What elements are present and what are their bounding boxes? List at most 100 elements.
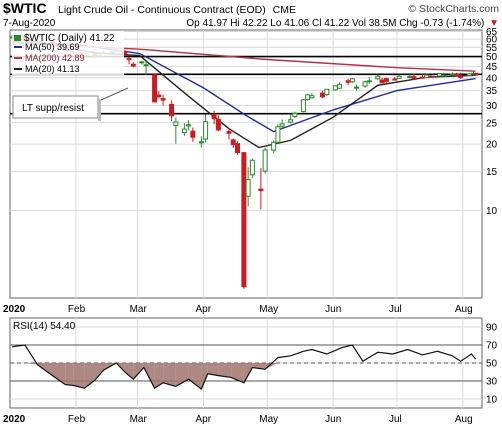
candle-body: [245, 179, 251, 197]
legend-ma200: MA(200) 42.89: [25, 53, 85, 63]
rsi-fill-segment: [154, 363, 164, 389]
chart-description: Light Crude Oil - Continuous Contract (E…: [58, 4, 296, 16]
candle-body: [249, 159, 255, 176]
candle-body: [258, 188, 264, 192]
candle-body: [337, 83, 343, 89]
candle-body: [275, 126, 281, 143]
candle-body: [305, 94, 311, 101]
legend-ma50: MA(50) 39.69: [25, 42, 80, 52]
legend-price: $WTIC (Daily) 41.22: [24, 33, 115, 44]
chart-date: 7-Aug-2020: [3, 18, 56, 29]
candle-body: [466, 73, 472, 77]
candle-body: [181, 128, 187, 133]
price-tick-label: 55: [486, 43, 498, 54]
candle-body: [288, 119, 294, 123]
rsi-series-line: [12, 344, 477, 391]
rsi-tick-label: 30: [486, 377, 498, 388]
price-tick-label: 35: [486, 86, 498, 97]
candle-body: [130, 63, 136, 67]
price-tick-label: 15: [486, 167, 498, 178]
candle-body: [139, 61, 145, 64]
legend-price-swatch: [14, 35, 21, 41]
candle-body: [230, 139, 236, 146]
rsi-fill-segment: [52, 363, 66, 385]
rsi-month-label: Mar: [130, 414, 148, 425]
candle-body: [473, 72, 479, 76]
rsi-line: [12, 344, 477, 391]
quote-down-arrow-icon: ▼: [489, 18, 499, 29]
candle-body: [234, 143, 240, 154]
rsi-month-label: 2020: [3, 414, 26, 425]
candle-body: [436, 72, 442, 77]
legend-ma20: MA(20) 41.13: [25, 64, 80, 74]
candle-body: [226, 131, 232, 134]
quote-text: Op 41.97 Hi 42.22 Lo 41.06 Cl 41.22 Vol …: [186, 18, 484, 29]
rsi-fill-segment: [231, 363, 244, 383]
rsi-month-label: Aug: [455, 414, 473, 425]
price-month-label: May: [259, 304, 278, 315]
rsi-month-label: Feb: [68, 414, 86, 425]
price-tick-label: 60: [486, 35, 498, 46]
price-tick-label: 50: [486, 52, 498, 63]
price-tick-label: 25: [486, 118, 498, 129]
candle-body: [152, 74, 158, 103]
candle-body: [271, 141, 277, 151]
candle-body: [169, 103, 175, 117]
candle-body: [411, 76, 417, 80]
rsi-tick-label: 50: [486, 359, 498, 370]
price-tick-label: 45: [486, 62, 498, 73]
candle-body: [428, 75, 434, 78]
price-date-axis: 2020 Feb Mar Apr May Jun Jul Aug: [3, 304, 473, 315]
rsi-fill-segment: [95, 363, 104, 381]
candle-body: [241, 152, 247, 288]
rsi-fill-segment: [188, 363, 202, 390]
rsi-month-label: Apr: [195, 414, 211, 425]
candlesticks: [9, 33, 479, 289]
candle-body: [392, 78, 398, 81]
price-month-label: Jun: [325, 304, 341, 315]
candle-body: [453, 73, 459, 76]
price-month-label: Aug: [455, 304, 473, 315]
chart-exchange: CME: [273, 4, 296, 16]
candle-body: [362, 81, 368, 87]
rsi-fill-segment: [65, 363, 74, 386]
price-month-label: Mar: [130, 304, 148, 315]
candle-body: [383, 78, 389, 83]
copyright: © StockCharts.com: [408, 3, 499, 15]
rsi-month-label: May: [259, 414, 278, 425]
candle-body: [186, 124, 192, 127]
rsi-fill-segment: [201, 363, 208, 390]
annotation-box-shadow: [98, 99, 101, 121]
rsi-tick-label: 10: [486, 395, 498, 406]
price-month-label: 2020: [3, 304, 26, 315]
candle-body: [160, 98, 166, 101]
candle-body: [126, 58, 132, 61]
price-tick-label: 10: [486, 206, 498, 217]
rsi-tick-label: 70: [486, 341, 498, 352]
chart-description-text: Light Crude Oil - Continuous Contract (E…: [58, 4, 266, 16]
price-month-label: Apr: [195, 304, 211, 315]
rsi-fill-segment: [207, 363, 219, 376]
candle-body: [320, 92, 326, 98]
chart-symbol: $WTIC: [3, 0, 47, 16]
candle-body: [349, 78, 355, 83]
candle-body: [419, 76, 425, 79]
candle-body: [424, 74, 430, 79]
candle-body: [173, 121, 179, 127]
annotation-callout: LT supp/resist: [12, 87, 129, 121]
quote-line: Op 41.97 Hi 42.22 Lo 41.06 Cl 41.22 Vol …: [186, 18, 499, 29]
candle-body: [215, 118, 221, 131]
candle-body: [332, 85, 338, 91]
candle-body: [309, 95, 315, 99]
rsi-tick-label: 90: [486, 323, 498, 334]
rsi-panel: 90 70 50 30 10 RSI(14) 54.40: [9, 317, 498, 409]
candle-body: [354, 86, 360, 89]
candle-body: [143, 64, 149, 67]
candle-body: [396, 75, 402, 79]
candle-body: [156, 94, 162, 98]
candle-body: [345, 80, 351, 83]
candle-body: [324, 88, 330, 96]
candle-body: [300, 99, 306, 113]
